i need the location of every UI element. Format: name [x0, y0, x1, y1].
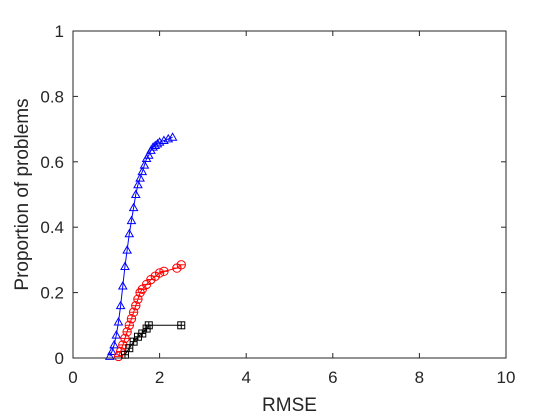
x-tick-label: 0 — [68, 368, 77, 387]
data-point — [104, 351, 115, 360]
data-point — [126, 215, 137, 225]
y-axis-label: Proportion of problems — [12, 98, 33, 290]
series-3 — [120, 321, 186, 359]
y-tick-label: 0.4 — [40, 218, 64, 237]
data-point — [122, 245, 132, 254]
data-point — [128, 307, 139, 317]
plot-area — [73, 31, 506, 358]
x-tick-label: 6 — [328, 368, 337, 387]
x-tick-label: 4 — [241, 368, 250, 387]
x-tick-label: 10 — [497, 368, 516, 387]
data-point — [152, 138, 163, 148]
data-point — [144, 321, 153, 330]
data-point — [125, 344, 134, 353]
data-point — [159, 135, 169, 145]
y-tick-label: 0.6 — [40, 153, 64, 172]
y-tick-label: 0.8 — [40, 87, 64, 106]
data-point — [124, 320, 134, 330]
data-point — [138, 329, 147, 338]
data-point — [139, 160, 150, 169]
y-tick-label: 0.2 — [40, 284, 64, 303]
data-point — [135, 173, 145, 182]
data-point — [129, 337, 138, 346]
axes-frame — [72, 30, 507, 359]
x-tick-label: 8 — [415, 368, 424, 387]
data-point — [176, 260, 186, 270]
y-tick-label: 1 — [55, 22, 64, 41]
data-point — [154, 137, 165, 146]
y-tick-label: 0 — [55, 349, 64, 368]
data-point — [126, 314, 137, 324]
data-point — [120, 261, 130, 270]
data-point — [143, 150, 154, 159]
data-point — [167, 132, 178, 141]
plot-box — [73, 31, 506, 358]
data-point — [109, 339, 119, 349]
data-point — [115, 300, 126, 310]
data-point — [133, 294, 143, 304]
data-point — [137, 166, 148, 176]
data-point — [124, 228, 135, 238]
data-point — [130, 189, 141, 198]
data-point — [122, 327, 132, 337]
x-axis-label: RMSE — [262, 395, 317, 416]
data-point — [111, 330, 122, 339]
series-layer — [104, 132, 186, 362]
x-tick-label: 2 — [155, 368, 164, 387]
data-point — [113, 317, 124, 326]
data-point — [177, 321, 186, 330]
data-point — [163, 133, 174, 143]
data-point — [120, 333, 130, 344]
data-point — [159, 266, 169, 277]
data-point — [117, 281, 128, 290]
data-point — [131, 300, 141, 311]
data-point — [128, 202, 139, 212]
data-point — [133, 179, 143, 189]
series-1 — [104, 132, 178, 360]
data-point — [107, 346, 117, 355]
axes-layer: 0 2 4 6 8 10 0 0.2 0.4 0.6 0.8 1 — [40, 22, 515, 387]
